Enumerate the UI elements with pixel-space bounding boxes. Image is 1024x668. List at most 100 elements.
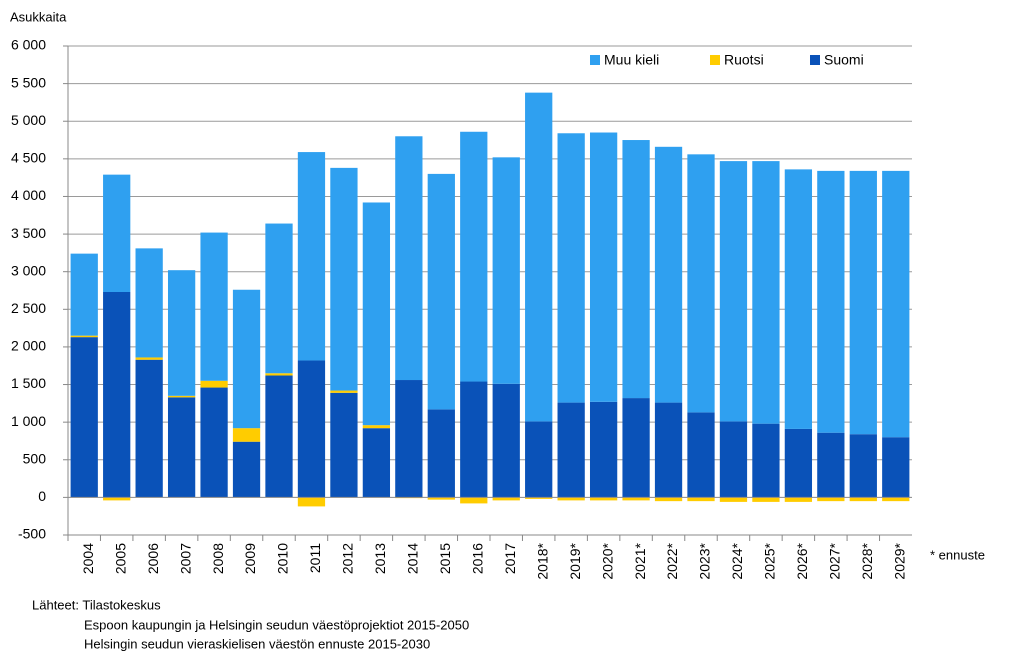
bar-segment — [525, 421, 553, 498]
bar-segment — [687, 412, 715, 498]
bar-segment — [232, 441, 261, 498]
bar-segment — [135, 357, 163, 360]
x-tick-label: 2007 — [177, 543, 193, 574]
bar-segment — [589, 132, 618, 402]
x-tick-label: 2018* — [534, 542, 550, 579]
bar-segment — [103, 174, 131, 293]
y-tick-label: -500 — [18, 526, 46, 542]
bar-segment — [654, 402, 683, 498]
bar-segment — [622, 398, 650, 498]
bar-segment — [362, 428, 391, 498]
y-tick-label: 2 500 — [11, 300, 46, 316]
bar-segment — [460, 497, 488, 504]
bar-segment — [719, 161, 748, 422]
source: Lähteet: Tilastokeskus — [32, 597, 161, 612]
bar-segment — [492, 383, 520, 498]
bar-segment — [687, 497, 715, 502]
x-tick-label: 2023* — [697, 542, 713, 579]
y-tick-label: 0 — [38, 488, 46, 504]
y-tick-label: 3 500 — [11, 225, 46, 241]
bar-segment — [492, 157, 520, 384]
x-tick-label: 2004 — [80, 543, 96, 574]
bar-segment — [817, 432, 845, 498]
x-tick-label: 2008 — [210, 543, 226, 574]
bar-segment — [362, 202, 391, 426]
x-tick-label: 2026* — [794, 542, 810, 579]
bar-segment — [752, 497, 780, 502]
y-tick-label: 5 000 — [11, 112, 46, 128]
x-tick-label: 2020* — [599, 542, 615, 579]
bar-segment — [297, 152, 326, 361]
legend-label: Ruotsi — [724, 52, 764, 68]
x-tick-label: 2022* — [664, 542, 680, 579]
x-tick-label: 2005 — [112, 543, 128, 574]
bar-segment — [817, 497, 845, 502]
bar-segment — [557, 402, 585, 498]
bar-segment — [265, 375, 293, 498]
bar-segment — [654, 146, 683, 403]
bar-segment — [200, 380, 228, 388]
bar-segment — [297, 360, 326, 498]
bar-segment — [200, 387, 228, 498]
x-tick-label: 2011 — [307, 543, 323, 573]
y-tick-label: 5 500 — [11, 74, 46, 90]
x-tick-label: 2025* — [762, 542, 778, 579]
y-tick-label: 1 500 — [11, 375, 46, 391]
bar-segment — [330, 167, 358, 391]
bar-segment — [882, 170, 910, 438]
legend-swatch — [590, 55, 600, 65]
legend-swatch — [810, 55, 820, 65]
bar-segment — [167, 397, 196, 498]
x-tick-label: 2014 — [405, 543, 421, 574]
bar-segment — [135, 248, 163, 358]
bar-segment — [882, 437, 910, 498]
bar-segment — [557, 497, 585, 501]
bar-segment — [525, 92, 553, 422]
y-tick-label: 500 — [23, 450, 47, 466]
bar-segment — [395, 380, 423, 498]
x-tick-label: 2013 — [372, 543, 388, 574]
bar-segment — [362, 425, 391, 429]
x-tick-label: 2027* — [827, 542, 843, 579]
bar-segment — [167, 395, 196, 398]
x-tick-label: 2016 — [469, 543, 485, 574]
bar-segment — [427, 173, 455, 410]
bar-segment — [460, 131, 488, 382]
bar-segment — [849, 170, 877, 435]
bar-segment — [784, 428, 813, 498]
bar-segment — [70, 337, 98, 498]
x-tick-label: 2029* — [891, 542, 907, 579]
y-tick-label: 4 000 — [11, 187, 46, 203]
bar-segment — [492, 497, 520, 501]
y-tick-label: 6 000 — [11, 37, 46, 53]
bar-segment — [135, 359, 163, 498]
y-tick-label: 4 500 — [11, 150, 46, 166]
bar-segment — [427, 497, 455, 500]
bar-segment — [622, 497, 650, 501]
y-axis-title: Asukkaita — [10, 9, 67, 24]
bar-segment — [330, 392, 358, 498]
bar-segment — [427, 409, 455, 498]
x-tick-label: 2012 — [340, 543, 356, 574]
bar-segment — [395, 136, 423, 381]
bar-segment — [622, 140, 650, 399]
x-tick-label: 2010 — [275, 543, 291, 574]
bar-segment — [719, 421, 748, 498]
bar-segment — [719, 497, 748, 502]
x-tick-label: 2015 — [437, 543, 453, 574]
source: Espoon kaupungin ja Helsingin seudun väe… — [84, 617, 469, 632]
bar-segment — [103, 497, 131, 501]
legend-label: Muu kieli — [604, 52, 659, 68]
bar-segment — [752, 423, 780, 498]
bar-segment — [752, 161, 780, 424]
bar-segment — [557, 133, 585, 403]
bar-segment — [460, 381, 488, 498]
bar-segment — [784, 497, 813, 502]
bar-segment — [589, 497, 618, 501]
bar-segment — [330, 390, 358, 393]
bar-segment — [200, 232, 228, 381]
x-tick-label: 2024* — [729, 542, 745, 579]
bar-segment — [70, 253, 98, 336]
bar-segment — [70, 335, 98, 338]
